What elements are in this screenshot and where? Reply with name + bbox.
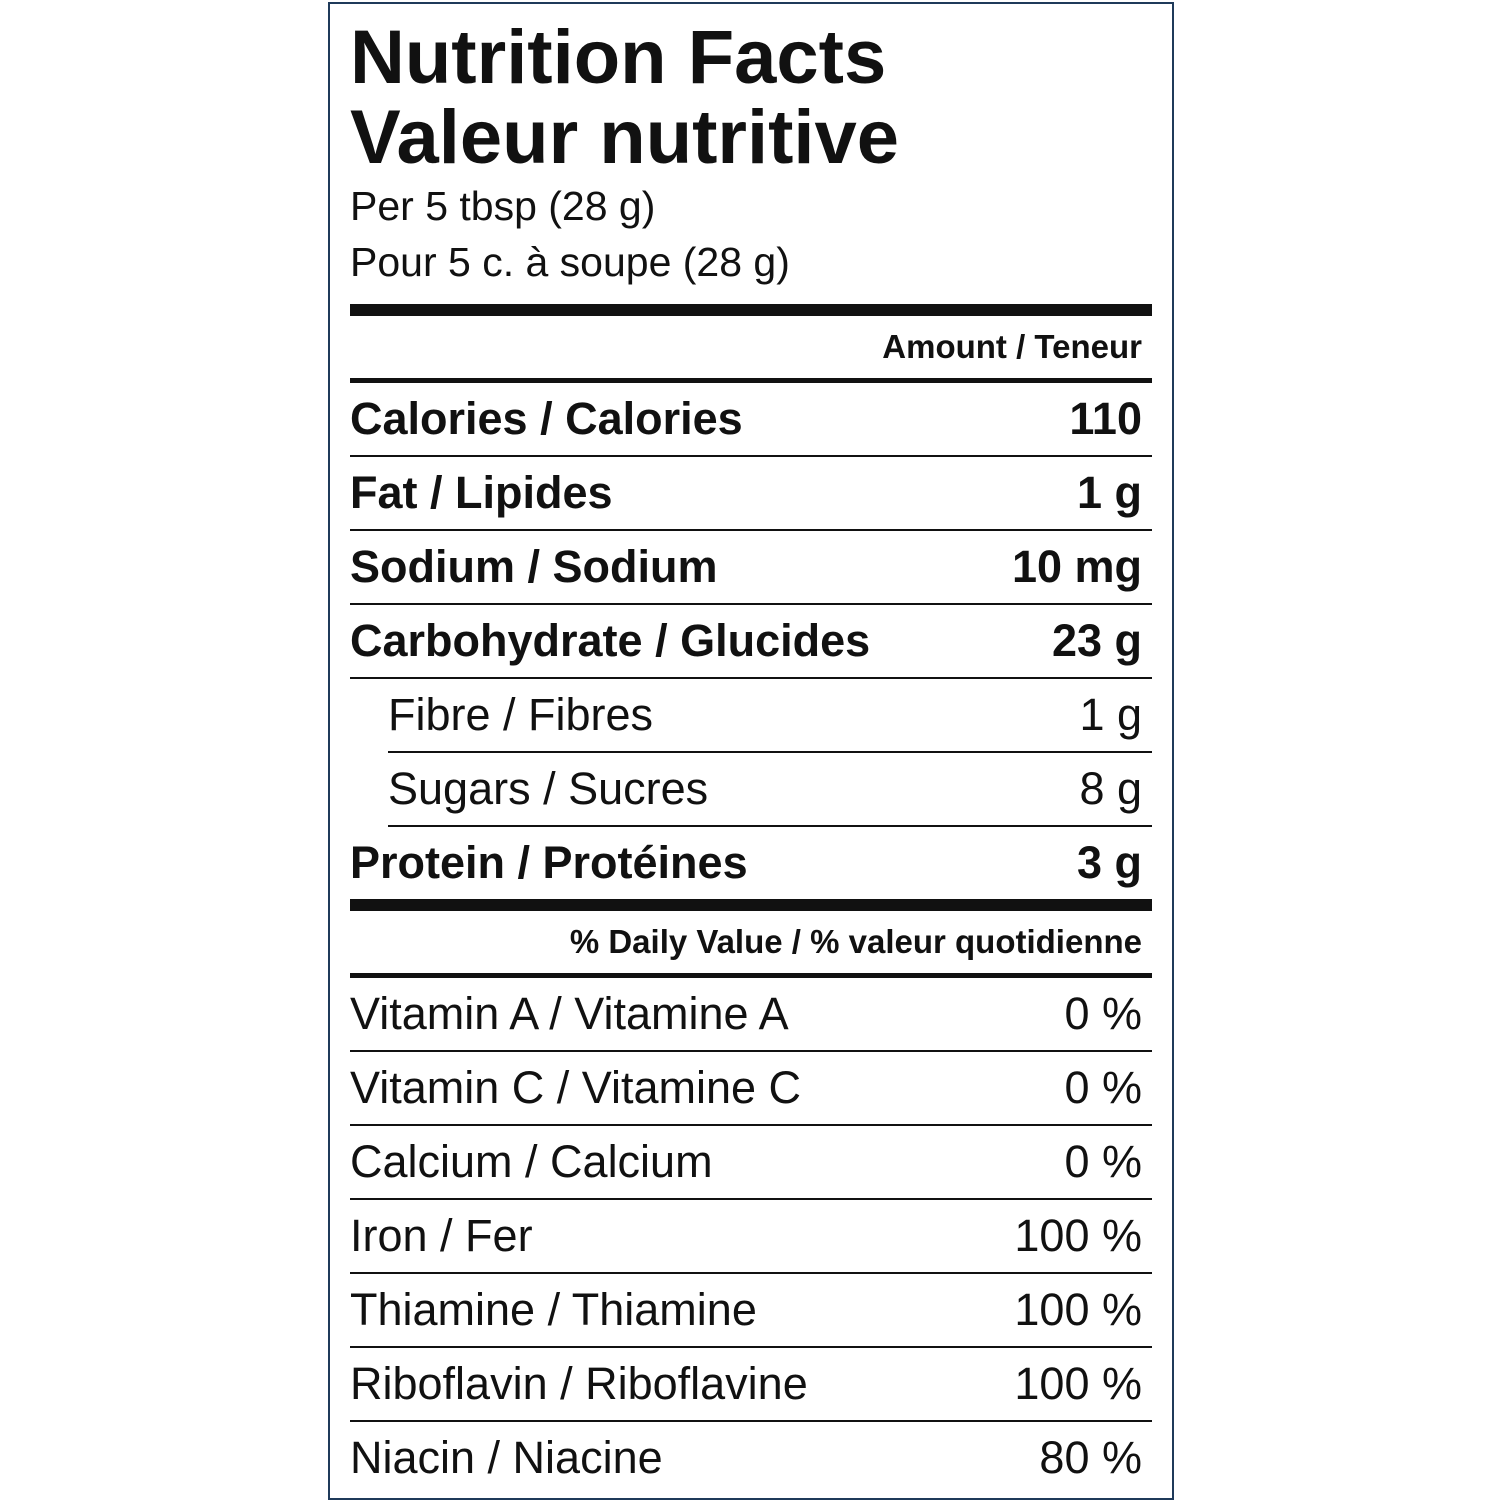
- row: Thiamine / Thiamine 100 %: [350, 1274, 1152, 1348]
- row-label: Riboflavin / Riboflavine: [350, 1358, 808, 1409]
- row-value: 100 %: [1014, 1358, 1142, 1409]
- row-label: Carbohydrate / Glucides: [350, 615, 871, 666]
- title: Nutrition Facts: [350, 15, 887, 100]
- row-label: Fat / Lipides: [350, 467, 613, 518]
- row: Fat / Lipides 1 g: [350, 457, 1152, 531]
- row: Sodium / Sodium 10 mg: [350, 531, 1152, 605]
- row-label: Sugars / Sucres: [388, 763, 709, 814]
- row-label: Sodium / Sodium: [350, 541, 718, 592]
- row-value: 0 %: [1064, 1062, 1142, 1113]
- serving: Pour 5 c. à soupe (28 g): [350, 239, 790, 285]
- row-label: Vitamin C / Vitamine C: [350, 1062, 802, 1113]
- row-label: Iron / Fer: [350, 1210, 533, 1261]
- row-value: 8 g: [1079, 763, 1142, 814]
- row-value: 100 %: [1014, 1210, 1142, 1261]
- row: Vitamin A / Vitamine A 0 %: [350, 978, 1152, 1052]
- row: Riboflavin / Riboflavine 100 %: [350, 1348, 1152, 1422]
- row: Iron / Fer 100 %: [350, 1200, 1152, 1274]
- row-value: 110: [1069, 393, 1142, 444]
- row: Calcium / Calcium 0 %: [350, 1126, 1152, 1200]
- serving: Per 5 tbsp (28 g): [350, 183, 656, 229]
- row-value: 0 %: [1064, 1136, 1142, 1187]
- row: Protein / Protéines 3 g: [350, 827, 1152, 899]
- row-label: Fibre / Fibres: [388, 689, 654, 740]
- row-value: 0 %: [1064, 988, 1142, 1039]
- row: Sugars / Sucres 8 g: [388, 753, 1152, 827]
- row-value: 1 g: [1076, 467, 1142, 518]
- row-value: 80 %: [1039, 1432, 1142, 1483]
- title: Valeur nutritive: [350, 95, 900, 180]
- row-label: Niacin / Niacine: [350, 1432, 663, 1483]
- row-label: Thiamine / Thiamine: [350, 1284, 757, 1335]
- label: Nutrition Facts Valeur nutritive Per 5 t…: [328, 2, 1174, 1500]
- rule: [350, 304, 1152, 316]
- row: Niacin / Niacine 80 %: [350, 1422, 1152, 1494]
- row-value: 3 g: [1076, 837, 1142, 888]
- label-inner: Nutrition Facts Valeur nutritive Per 5 t…: [350, 4, 1152, 1494]
- row-value: 23 g: [1051, 615, 1142, 666]
- nutrients: Calories / Calories 110 Fat / Lipides 1 g So…: [350, 383, 1152, 899]
- row-value: 10 mg: [1011, 541, 1142, 592]
- row-label: Protein / Protéines: [350, 837, 748, 888]
- dv-header: % Daily Value / % valeur quotidienne: [350, 911, 1152, 978]
- row: Calories / Calories 110: [350, 383, 1152, 457]
- row-label: Calcium / Calcium: [350, 1136, 713, 1187]
- amount-header: Amount / Teneur: [350, 316, 1152, 383]
- rule: [350, 899, 1152, 911]
- row: Fibre / Fibres 1 g: [388, 679, 1152, 753]
- row: Vitamin C / Vitamine C 0 %: [350, 1052, 1152, 1126]
- row: Carbohydrate / Glucides 23 g: [350, 605, 1152, 679]
- row-value: 100 %: [1014, 1284, 1142, 1335]
- row-value: 1 g: [1079, 689, 1142, 740]
- row-label: Vitamin A / Vitamine A: [350, 988, 789, 1039]
- row-label: Calories / Calories: [350, 393, 743, 444]
